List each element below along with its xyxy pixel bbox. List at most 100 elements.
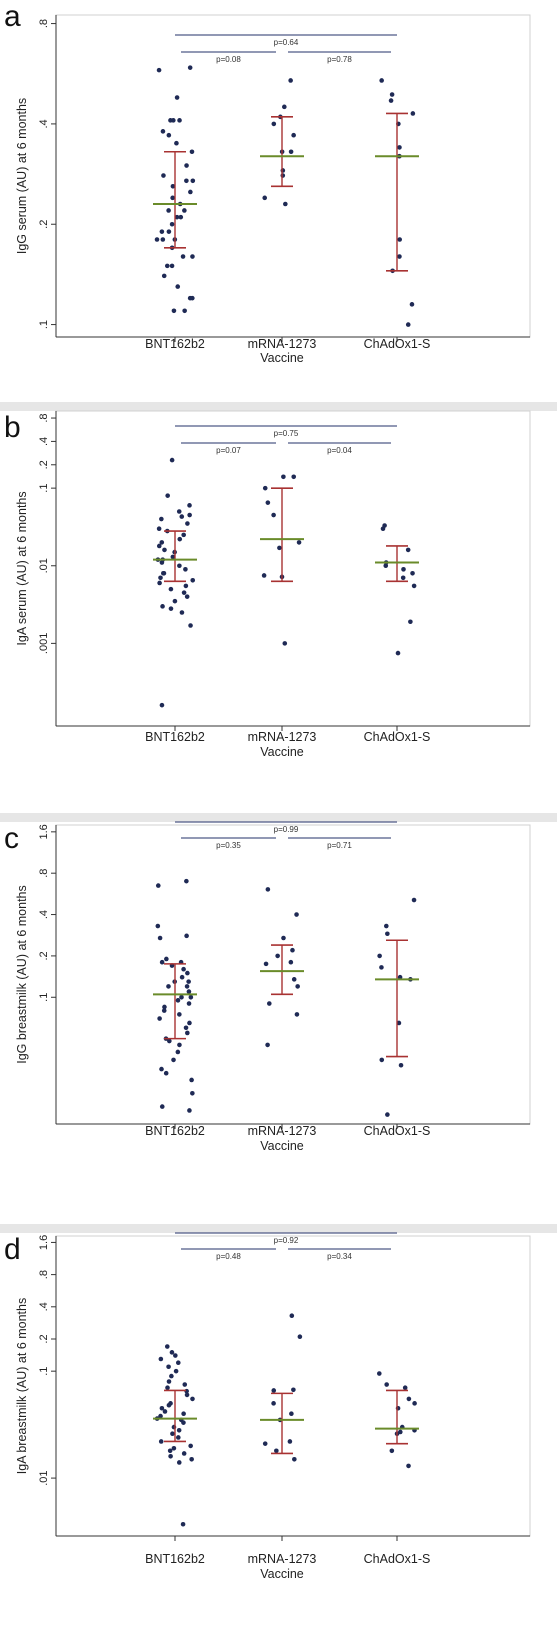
p-value-label: p=0.07 [216,446,241,455]
data-point [388,98,394,103]
p-value-label: p=0.75 [274,429,299,438]
data-point [184,1392,190,1398]
data-point [159,959,165,965]
data-point [184,933,189,939]
y-tick-label: .4 [38,910,50,919]
data-point [189,149,195,155]
data-point [158,575,163,581]
data-point [184,163,189,168]
data-point [411,897,417,903]
data-point [167,1448,173,1454]
data-point [184,878,189,884]
x-axis-title: Vaccine [260,1139,304,1153]
p-value-label: p=0.92 [274,1236,299,1245]
y-tick-label: .4 [38,437,50,446]
data-point [271,121,277,127]
data-point [186,1001,192,1006]
data-point [160,604,165,609]
data-point [157,935,163,941]
data-point [185,970,190,976]
chart-b: .001 .01 .1 .2 .4 .8 IgA serum (AU) at 6 month… [15,410,531,759]
data-point [182,1382,188,1387]
data-point [158,1439,164,1444]
data-point [168,1453,173,1459]
p-value-label: p=0.04 [327,446,352,455]
x-tick-label: BNT162b2 [145,1124,205,1138]
data-point [189,1077,194,1083]
y-axis-title: IgG serum (AU) at 6 months [15,98,29,254]
panel-separator [0,402,557,411]
data-point [405,547,411,553]
x-tick-label: BNT162b2 [145,1552,205,1566]
data-point [185,521,190,526]
data-point [175,1049,181,1055]
data-point [157,1016,162,1021]
data-point [156,67,162,73]
data-point [294,1012,300,1017]
data-point [170,1431,175,1437]
data-point [411,583,417,589]
data-point [159,229,165,234]
y-tick-label: 1.6 [38,824,50,839]
data-point [179,974,185,980]
data-point [397,974,403,980]
data-point [262,1441,268,1446]
data-point [280,168,286,173]
p-value-label: p=0.08 [216,55,241,64]
data-point [291,474,297,480]
data-point [187,1108,192,1113]
data-point [166,229,172,234]
y-tick-label: .2 [38,951,50,960]
data-point [161,570,166,576]
data-point [169,221,175,227]
data-point [162,1004,167,1010]
data-point [287,1439,293,1444]
data-point [187,503,192,508]
data-point [188,189,193,195]
x-tick-label: BNT162b2 [145,337,205,351]
chart-c: .1 .2 .4 .8 1.6 IgG breastmilk (AU) at 6 mont… [15,821,531,1153]
data-point [171,1445,177,1451]
data-point [176,1427,182,1433]
y-tick-label: .01 [38,558,50,573]
data-point [175,284,181,289]
y-tick-label: .8 [38,1270,50,1279]
x-tick-label: mRNA-1273 [248,730,317,744]
data-point [180,254,186,259]
data-point [159,1405,165,1411]
data-point [181,966,186,972]
panel-a: a .1 .2 .4 .8 IgG serum (AU) at 6 months BNT1… [0,0,557,402]
data-point [188,623,193,628]
data-point [406,1396,412,1402]
y-tick-label: .1 [38,320,50,329]
data-point [162,1409,168,1414]
plot-frame [55,410,531,727]
data-point [190,1396,195,1402]
data-point [185,1030,190,1036]
data-point [160,237,166,242]
p-value-label: p=0.71 [327,841,352,850]
data-point [174,140,179,146]
data-point [186,979,191,984]
y-tick-label: 1.6 [38,1235,50,1250]
y-tick-label: .8 [38,869,50,878]
data-point [290,947,295,953]
data-point [173,1353,178,1358]
y-tick-label: .4 [38,1302,50,1311]
data-point [178,214,184,220]
data-point [164,263,170,269]
data-point [181,532,186,538]
data-point [187,65,193,70]
data-point [383,563,389,569]
data-point [379,965,384,970]
data-point [154,237,160,242]
x-tick-label: ChAdOx1-S [364,1124,431,1138]
y-tick-label: .4 [38,119,50,128]
y-tick-label: .001 [38,633,50,654]
data-point [156,543,162,549]
data-point [385,1112,390,1117]
y-tick-label: .01 [38,1470,50,1485]
data-point [282,641,288,646]
x-tick-label: mRNA-1273 [248,1552,317,1566]
data-point [397,254,402,259]
